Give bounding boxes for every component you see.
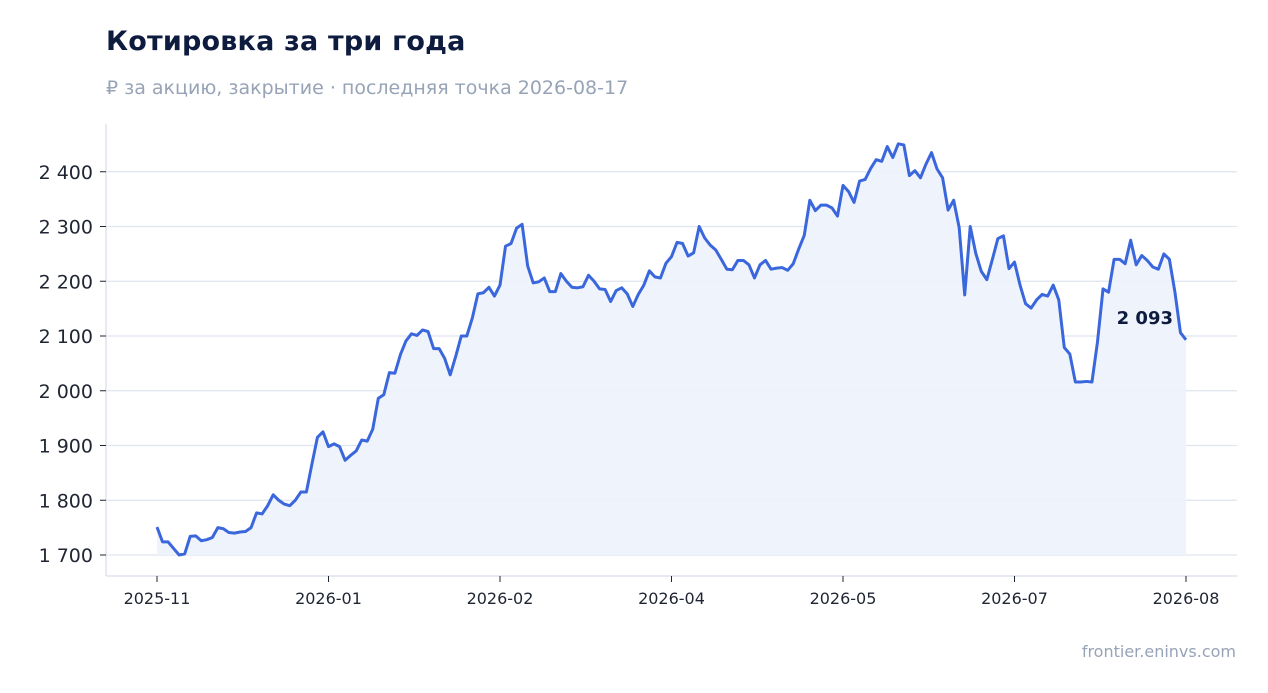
chart-title: Котировка за три года [106,26,466,57]
x-tick-label: 2026-01 [295,589,362,608]
source-link[interactable]: frontier.eninvs.com [1081,642,1236,661]
x-tick-label: 2026-07 [981,589,1048,608]
x-tick-label: 2026-02 [467,589,534,608]
y-tick-label: 2 000 [39,381,93,403]
y-tick-label: 2 200 [39,271,93,293]
x-tick-label: 2026-04 [638,589,705,608]
y-tick-label: 2 100 [39,326,93,348]
x-axis-ticks: 2025-11 2026-01 2026-02 2026-04 2026-05 2026-… [124,576,1220,608]
chart-subtitle: ₽ за акцию, закрытие · последняя точка 2… [106,77,629,99]
x-tick-label: 2025-11 [124,589,191,608]
y-tick-label: 1 700 [39,545,93,567]
y-tick-label: 2 400 [39,162,93,184]
y-tick-label: 1 800 [39,490,93,512]
x-tick-label: 2026-05 [810,589,877,608]
x-tick-label: 2026-08 [1153,589,1220,608]
y-axis-ticks: 1 700 1 800 1 900 2 000 2 100 2 200 2 300 2 400 [39,162,106,567]
last-value-label: 2 093 [1117,308,1173,329]
price-area-fill [157,143,1186,555]
y-tick-label: 2 300 [39,217,93,239]
price-line [155,142,1188,557]
y-tick-label: 1 900 [39,436,93,458]
